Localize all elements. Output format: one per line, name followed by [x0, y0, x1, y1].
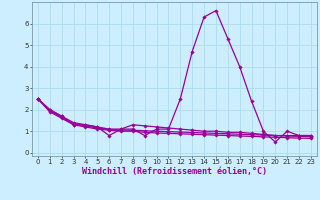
- X-axis label: Windchill (Refroidissement éolien,°C): Windchill (Refroidissement éolien,°C): [82, 167, 267, 176]
